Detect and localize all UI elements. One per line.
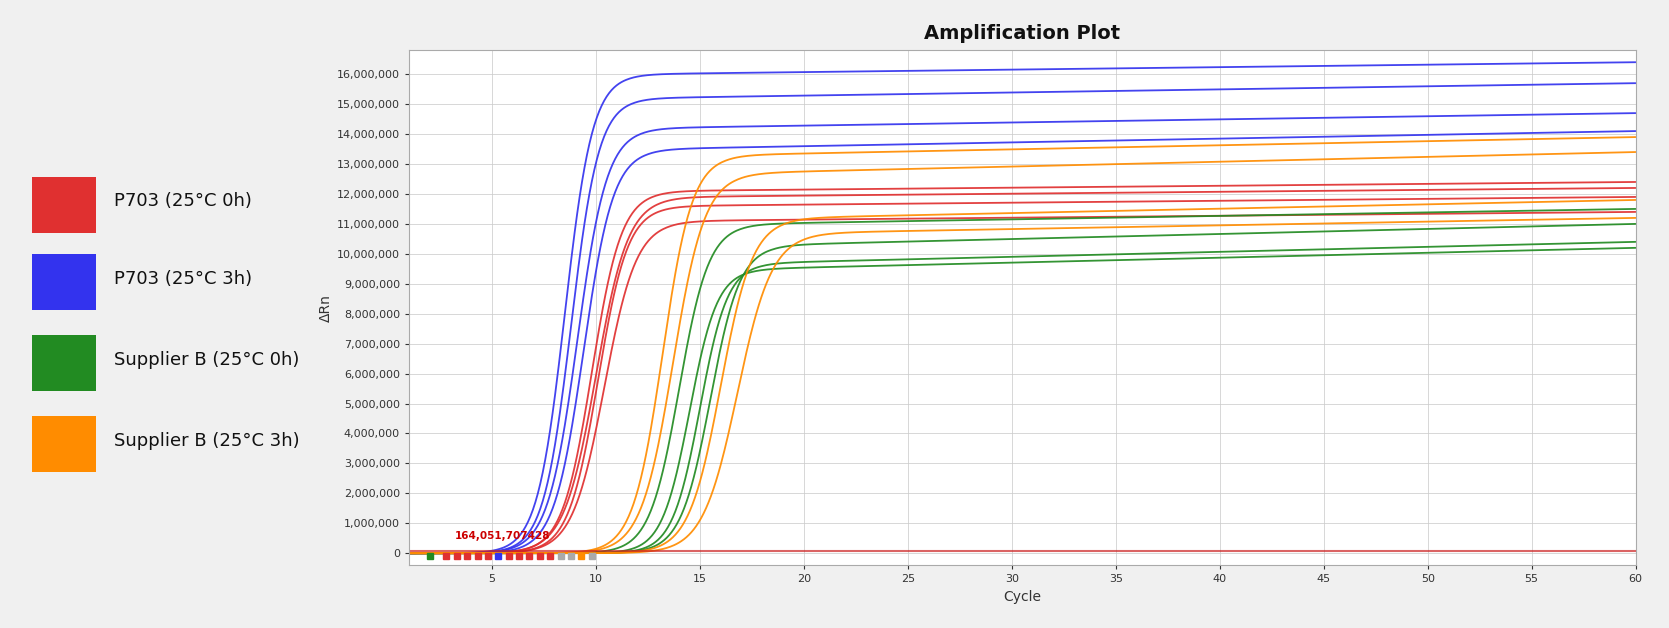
Text: P703 (25°C 0h): P703 (25°C 0h) bbox=[113, 192, 252, 210]
X-axis label: Cycle: Cycle bbox=[1003, 590, 1041, 604]
Bar bbox=[32, 416, 95, 472]
Bar bbox=[32, 254, 95, 310]
Text: Supplier B (25°C 3h): Supplier B (25°C 3h) bbox=[113, 431, 300, 450]
Y-axis label: ΔRn: ΔRn bbox=[319, 294, 332, 322]
Bar bbox=[32, 177, 95, 233]
Text: P703 (25°C 3h): P703 (25°C 3h) bbox=[113, 270, 252, 288]
Text: 164,051,707428: 164,051,707428 bbox=[454, 531, 551, 541]
Title: Amplification Plot: Amplification Plot bbox=[925, 24, 1120, 43]
Text: Supplier B (25°C 0h): Supplier B (25°C 0h) bbox=[113, 350, 300, 369]
Bar bbox=[32, 335, 95, 391]
